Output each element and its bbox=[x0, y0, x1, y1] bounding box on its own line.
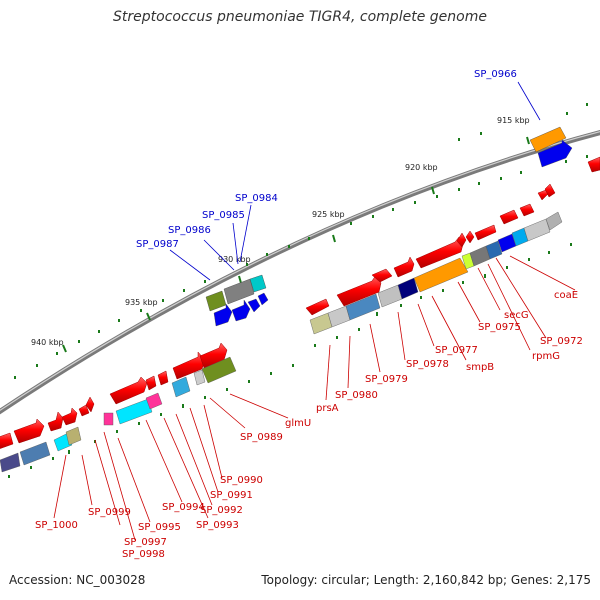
outer-tick-ring bbox=[14, 103, 588, 379]
kbp-label-920: 920 kbp bbox=[405, 163, 438, 172]
gene-label-sp0972: SP_0972 bbox=[540, 336, 583, 347]
gene-label-sp0989: SP_0989 bbox=[240, 432, 283, 443]
gene-label-sp0999: SP_0999 bbox=[88, 507, 131, 518]
gene-label-sp0994: SP_0994 bbox=[162, 502, 205, 513]
gene-label-sp1000: SP_1000 bbox=[35, 520, 78, 531]
genome-backbone-highlight bbox=[0, 131, 600, 412]
gene-label-sp0987: SP_0987 bbox=[136, 239, 179, 250]
blue-gene-labels: SP_0966 SP_0984 SP_0985 SP_0986 SP_0987 bbox=[136, 69, 517, 250]
inner-tick-ring bbox=[8, 243, 572, 478]
major-ticks bbox=[62, 136, 530, 353]
red-gene-labels: SP_1000 SP_0999 SP_0997 SP_0998 SP_0995 … bbox=[35, 290, 583, 560]
gene-label-sp0993: SP_0993 bbox=[196, 520, 239, 531]
gene-label-prsa: prsA bbox=[316, 403, 339, 414]
colored-gene-track bbox=[0, 211, 563, 473]
gene-label-sp0979: SP_0979 bbox=[365, 374, 408, 385]
map-title: Streptococcus pneumoniae TIGR4, complete… bbox=[113, 9, 487, 25]
gene-label-sp0978: SP_0978 bbox=[406, 359, 449, 370]
kbp-label-935: 935 kbp bbox=[125, 298, 158, 307]
gene-label-sp0998: SP_0998 bbox=[122, 549, 165, 560]
gene-cluster-915 bbox=[529, 126, 573, 168]
gene-label-secg: secG bbox=[504, 310, 529, 321]
gene-label-rpmg: rpmG bbox=[532, 351, 560, 362]
gene-label-sp0975: SP_0975 bbox=[478, 322, 521, 333]
red-leader-lines bbox=[53, 255, 576, 541]
gene-label-sp0977: SP_0977 bbox=[435, 345, 478, 356]
kbp-label-915: 915 kbp bbox=[497, 116, 530, 125]
gene-label-sp0995: SP_0995 bbox=[138, 522, 181, 533]
gene-label-sp0990: SP_0990 bbox=[220, 475, 263, 486]
kbp-label-940: 940 kbp bbox=[31, 338, 64, 347]
gene-label-smpb: smpB bbox=[466, 362, 494, 373]
accession-text: Accession: NC_003028 bbox=[9, 573, 146, 587]
gene-cluster-930 bbox=[205, 274, 269, 327]
gene-label-sp0980: SP_0980 bbox=[335, 390, 378, 401]
kbp-label-930: 930 kbp bbox=[218, 255, 251, 264]
gene-label-coae: coaE bbox=[554, 290, 578, 301]
blue-leader-lines bbox=[169, 81, 541, 281]
forward-gene-track bbox=[0, 156, 600, 449]
gene-label-glmu: glmU bbox=[285, 418, 311, 429]
kbp-label-925: 925 kbp bbox=[312, 210, 345, 219]
gene-label-sp0966: SP_0966 bbox=[474, 69, 517, 80]
genome-backbone bbox=[0, 130, 600, 415]
gene-label-sp0991: SP_0991 bbox=[210, 490, 253, 501]
gene-label-sp0986: SP_0986 bbox=[168, 225, 211, 236]
gene-label-sp0992: SP_0992 bbox=[200, 505, 243, 516]
gene-label-sp0985: SP_0985 bbox=[202, 210, 245, 221]
gene-label-sp0997: SP_0997 bbox=[124, 537, 167, 548]
genome-stats-text: Topology: circular; Length: 2,160,842 bp… bbox=[261, 573, 591, 587]
gene-label-sp0984: SP_0984 bbox=[235, 193, 278, 204]
